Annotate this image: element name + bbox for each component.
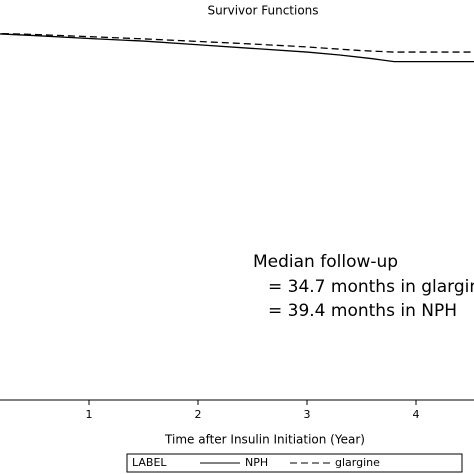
legend-label: NPH [245,456,268,469]
annotation: = 34.7 months in glargine [268,277,474,297]
annotation: Median follow-up [253,252,398,272]
x-axis-label: Time after Insulin Initiation (Year) [164,433,365,447]
legend-box [126,453,463,473]
legend-label: glargine [335,456,380,469]
chart-title: Survivor Functions [207,4,318,18]
x-tick-label: 4 [413,408,420,421]
survival-curve [0,33,474,63]
x-tick-label: 1 [86,408,93,421]
x-tick-label: 3 [304,408,311,421]
x-tick-label: 2 [195,408,202,421]
legend-title: LABEL [132,456,167,469]
survival-curve [0,32,474,53]
annotation: = 39.4 months in NPH [268,301,457,321]
